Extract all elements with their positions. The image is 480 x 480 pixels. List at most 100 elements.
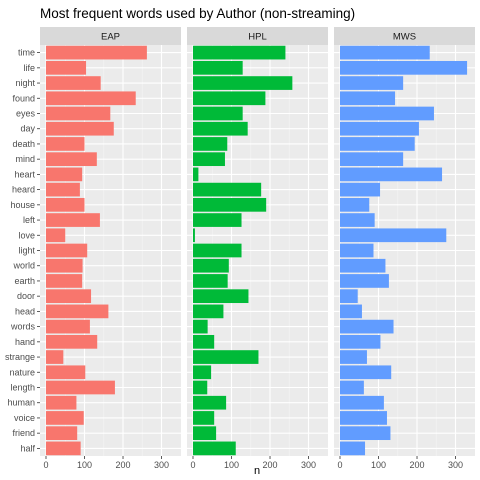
x-tick-label: 100 xyxy=(371,460,386,470)
bar-mws-words xyxy=(340,319,394,334)
x-tick-label: 300 xyxy=(154,460,169,470)
facet-strip-label: MWS xyxy=(393,32,416,43)
bar-mws-day xyxy=(340,121,419,136)
bar-mws-eyes xyxy=(340,106,434,121)
bar-mws-heart xyxy=(340,167,443,182)
bar-hpl-mind xyxy=(193,152,225,167)
bar-eap-world xyxy=(46,258,83,273)
facet-strip xyxy=(187,27,328,45)
bar-mws-friend xyxy=(340,426,391,441)
bar-eap-heard xyxy=(46,182,80,197)
category-label-day: day xyxy=(20,124,35,134)
bar-eap-strange xyxy=(46,350,64,364)
category-label-earth: earth xyxy=(14,276,35,286)
category-label-night: night xyxy=(15,78,35,88)
x-axis-title: n xyxy=(254,465,260,477)
bar-hpl-found xyxy=(193,91,266,106)
bar-eap-earth xyxy=(46,274,83,288)
category-label-half: half xyxy=(20,443,35,453)
facet-strip xyxy=(40,27,181,45)
bar-mws-length xyxy=(340,380,364,395)
bar-mws-heard xyxy=(340,182,381,197)
bar-hpl-night xyxy=(193,76,293,90)
category-label-left: left xyxy=(23,215,36,225)
facet-panel-mws: MWS 0 100 200 300 xyxy=(334,27,475,470)
category-label-hand: hand xyxy=(15,337,35,347)
bar-hpl-words xyxy=(193,319,208,334)
bar-eap-half xyxy=(46,441,81,456)
category-label-head: head xyxy=(15,306,35,316)
bar-eap-house xyxy=(46,197,85,212)
x-tick-label: 0 xyxy=(190,460,195,470)
bar-mws-voice xyxy=(340,411,387,425)
bar-hpl-light xyxy=(193,243,242,258)
bar-mws-time xyxy=(340,45,430,60)
category-label-friend: friend xyxy=(12,428,35,438)
facet-strip-label: EAP xyxy=(101,32,120,43)
category-label-human: human xyxy=(7,398,35,408)
bar-eap-eyes xyxy=(46,106,111,121)
bar-eap-door xyxy=(46,289,92,304)
category-label-words: words xyxy=(10,322,36,332)
bar-eap-mind xyxy=(46,152,97,167)
category-label-death: death xyxy=(12,139,35,149)
category-label-length: length xyxy=(10,383,35,393)
plot-area: EAP 0 100 200 300 HPL 0 100 200 300 MWS 0 100 200 300 t… xyxy=(5,27,475,470)
bar-mws-life xyxy=(340,60,468,75)
bar-mws-nature xyxy=(340,365,392,380)
bar-eap-life xyxy=(46,60,87,75)
bar-hpl-left xyxy=(193,213,242,227)
chart-title: Most frequent words used by Author (non-… xyxy=(40,6,355,21)
bar-eap-day xyxy=(46,121,114,136)
category-label-life: life xyxy=(23,63,35,73)
bar-hpl-love xyxy=(193,228,195,243)
category-label-love: love xyxy=(18,230,35,240)
bar-mws-left xyxy=(340,213,375,227)
bar-eap-words xyxy=(46,319,90,334)
bar-eap-left xyxy=(46,213,100,227)
bar-eap-hand xyxy=(46,334,98,349)
bar-eap-length xyxy=(46,380,115,395)
x-tick-label: 200 xyxy=(409,460,424,470)
x-tick-label: 200 xyxy=(115,460,130,470)
bar-hpl-house xyxy=(193,197,267,212)
bar-hpl-world xyxy=(193,258,229,273)
bar-hpl-earth xyxy=(193,274,228,288)
bar-hpl-heard xyxy=(193,182,262,197)
category-label-heard: heard xyxy=(12,185,35,195)
bar-eap-friend xyxy=(46,426,78,441)
bar-eap-found xyxy=(46,91,136,106)
bar-hpl-nature xyxy=(193,365,212,380)
bar-mws-death xyxy=(340,137,415,151)
category-label-house: house xyxy=(10,200,35,210)
category-label-time: time xyxy=(18,48,35,58)
bar-mws-found xyxy=(340,91,396,106)
category-label-light: light xyxy=(18,246,35,256)
bar-mws-light xyxy=(340,243,374,258)
category-label-heart: heart xyxy=(14,169,35,179)
facet-strip-label: HPL xyxy=(248,32,266,43)
x-tick-label: 200 xyxy=(262,460,277,470)
x-tick-label: 300 xyxy=(301,460,316,470)
bar-eap-heart xyxy=(46,167,83,182)
bar-mws-head xyxy=(340,304,362,319)
bar-mws-house xyxy=(340,197,370,212)
bar-mws-mind xyxy=(340,152,404,167)
bar-mws-love xyxy=(340,228,447,243)
bar-hpl-friend xyxy=(193,426,217,441)
category-label-strange: strange xyxy=(5,352,35,362)
bar-mws-half xyxy=(340,441,366,456)
category-label-nature: nature xyxy=(9,367,35,377)
bar-eap-love xyxy=(46,228,66,243)
bar-eap-time xyxy=(46,45,147,60)
x-tick-label: 100 xyxy=(77,460,92,470)
facet-panel-eap: EAP 0 100 200 300 xyxy=(40,27,181,470)
bar-mws-world xyxy=(340,258,386,273)
bar-mws-human xyxy=(340,395,384,410)
bar-hpl-time xyxy=(193,45,286,60)
bar-hpl-strange xyxy=(193,350,259,364)
bar-eap-head xyxy=(46,304,109,319)
category-label-voice: voice xyxy=(14,413,35,423)
